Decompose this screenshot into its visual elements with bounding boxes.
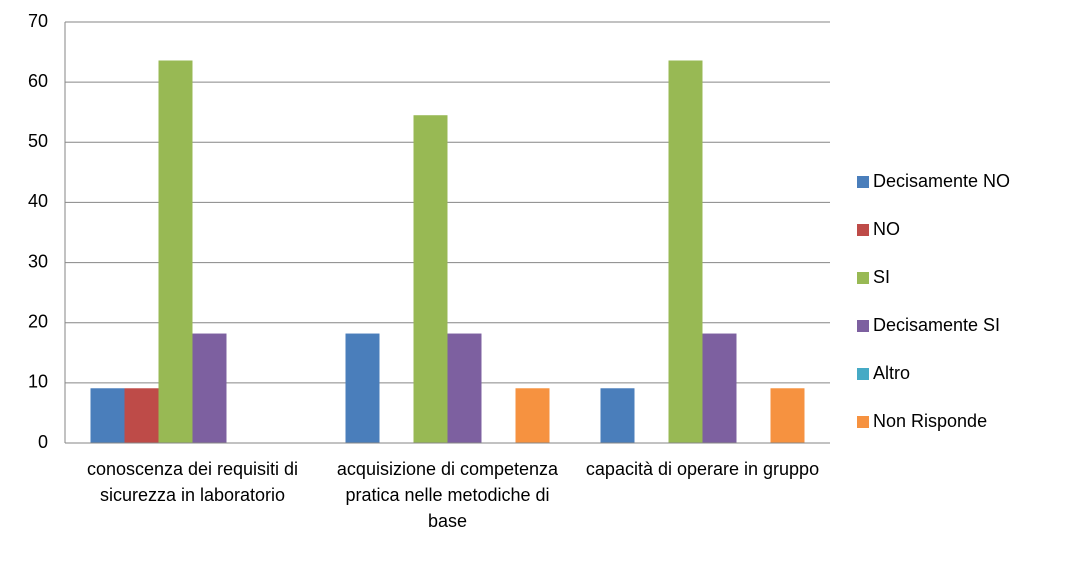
- y-tick-label: 20: [28, 311, 48, 331]
- bar: [90, 388, 125, 443]
- legend-swatch: [857, 368, 869, 380]
- bar: [124, 388, 159, 443]
- bar: [413, 115, 448, 443]
- y-tick-label: 10: [28, 372, 48, 392]
- legend-swatch: [857, 272, 869, 284]
- legend-label: NO: [873, 219, 900, 239]
- x-tick-label: acquisizione di competenza pratica nelle…: [336, 459, 559, 531]
- legend-label: Decisamente SI: [873, 315, 1000, 335]
- legend-swatch: [857, 224, 869, 236]
- bar: [158, 60, 193, 444]
- bar: [515, 388, 550, 443]
- legend-label: SI: [873, 267, 890, 287]
- bar: [447, 333, 482, 443]
- y-tick-label: 0: [38, 432, 48, 452]
- legend-label: Decisamente NO: [873, 171, 1010, 191]
- bar: [668, 60, 703, 444]
- y-tick-label: 70: [28, 11, 48, 31]
- y-tick-label: 50: [28, 131, 48, 151]
- x-tick-label: capacità di operare in gruppo: [585, 459, 820, 479]
- legend-swatch: [857, 416, 869, 428]
- bar: [345, 333, 380, 443]
- y-tick-label: 60: [28, 71, 48, 91]
- bar: [192, 333, 227, 443]
- bar: [600, 388, 635, 443]
- bar: [702, 333, 737, 443]
- legend-label: Altro: [873, 363, 910, 383]
- legend-label: Non Risponde: [873, 411, 987, 431]
- legend-swatch: [857, 176, 869, 188]
- y-tick-label: 40: [28, 191, 48, 211]
- legend-swatch: [857, 320, 869, 332]
- y-tick-label: 30: [28, 251, 48, 271]
- x-tick-label: conoscenza dei requisiti di sicurezza in…: [86, 459, 299, 505]
- bar: [770, 388, 805, 443]
